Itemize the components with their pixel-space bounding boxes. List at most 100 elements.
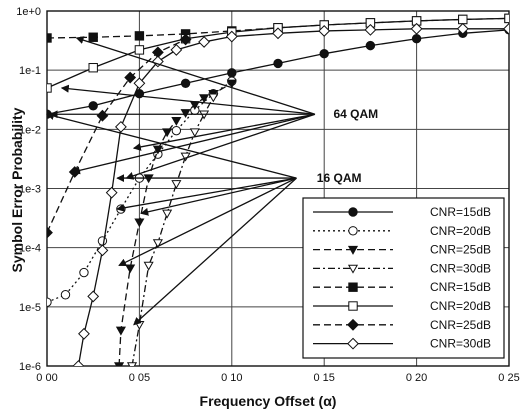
data-point bbox=[208, 93, 219, 103]
series-line bbox=[47, 38, 186, 233]
data-point bbox=[60, 290, 71, 300]
data-point bbox=[88, 32, 98, 42]
data-point bbox=[456, 22, 469, 35]
annotation-arrow bbox=[132, 113, 316, 151]
series-cnr-20db-16-qam bbox=[47, 13, 509, 93]
data-point bbox=[171, 125, 182, 136]
legend-item: CNR=20dB bbox=[313, 299, 491, 313]
data-point bbox=[348, 207, 358, 217]
series bbox=[47, 13, 509, 366]
data-point bbox=[72, 360, 85, 366]
data-point bbox=[458, 14, 468, 25]
x-tick-label: 0 25 bbox=[498, 372, 519, 384]
data-point bbox=[198, 36, 210, 48]
data-point bbox=[189, 128, 200, 138]
data-point bbox=[348, 282, 358, 292]
y-tick-label: 1e-3 bbox=[19, 184, 41, 196]
data-point bbox=[125, 264, 136, 274]
data-point bbox=[226, 79, 237, 89]
legend-item: CNR=15dB bbox=[313, 280, 491, 294]
data-point bbox=[364, 23, 377, 36]
legend-label: CNR=20dB bbox=[430, 299, 491, 313]
x-tick-label: 0 00 bbox=[36, 372, 57, 384]
data-point bbox=[411, 34, 422, 44]
data-point bbox=[96, 109, 109, 122]
data-point bbox=[170, 43, 183, 56]
data-point bbox=[162, 128, 173, 138]
x-axis-label: Frequency Offset (α) bbox=[200, 393, 337, 409]
data-point bbox=[126, 362, 138, 366]
data-point bbox=[47, 226, 53, 239]
data-point bbox=[143, 261, 154, 271]
y-axis-label: Symbol Error Probability bbox=[9, 107, 25, 272]
legend-box bbox=[302, 197, 505, 359]
data-point bbox=[171, 116, 182, 126]
legend-item: CNR=30dB bbox=[313, 337, 491, 351]
data-point bbox=[152, 145, 163, 155]
data-point bbox=[180, 109, 191, 119]
data-point bbox=[88, 101, 98, 111]
legend-label: CNR=25dB bbox=[430, 318, 491, 332]
data-point bbox=[133, 77, 146, 90]
legend-label: CNR=30dB bbox=[430, 337, 491, 351]
annotation-arrow bbox=[46, 112, 297, 179]
series-cnr-25db-64-qam bbox=[114, 79, 237, 366]
y-tick-label: 1e-5 bbox=[19, 302, 41, 314]
data-point bbox=[348, 301, 358, 311]
data-point bbox=[151, 55, 164, 68]
data-point bbox=[115, 120, 127, 133]
legend-label: CNR=15dB bbox=[430, 280, 491, 294]
data-point bbox=[319, 48, 329, 59]
data-point bbox=[105, 186, 118, 199]
data-point bbox=[225, 30, 238, 43]
data-point bbox=[115, 326, 126, 336]
data-point bbox=[87, 290, 100, 303]
legend-label: CNR=25dB bbox=[430, 243, 491, 257]
legend-label: CNR=15dB bbox=[430, 205, 491, 219]
data-point bbox=[134, 218, 145, 228]
data-point bbox=[180, 78, 191, 88]
data-point bbox=[88, 63, 98, 73]
data-point bbox=[47, 297, 52, 307]
series-cnr-30db-16-qam bbox=[72, 22, 509, 366]
data-point bbox=[179, 33, 192, 46]
y-tick-label: 1e-6 bbox=[19, 361, 41, 373]
y-tick-label: 1e+0 bbox=[16, 6, 41, 18]
data-point bbox=[134, 45, 145, 55]
data-point bbox=[347, 337, 359, 350]
data-point bbox=[162, 209, 173, 219]
y-tick-label: 1e-1 bbox=[19, 65, 41, 77]
annotation-arrow bbox=[75, 36, 316, 115]
y-tick-label: 1e-4 bbox=[19, 243, 41, 255]
annotation-arrow bbox=[116, 177, 297, 212]
annotation-64-qam: 64 QAM bbox=[333, 107, 378, 121]
data-point bbox=[273, 58, 283, 69]
plot-frame bbox=[46, 10, 510, 367]
data-point bbox=[199, 94, 210, 104]
data-point bbox=[97, 236, 108, 246]
x-tick-label: 0 15 bbox=[313, 372, 334, 384]
data-point bbox=[47, 33, 52, 43]
data-point bbox=[348, 226, 358, 236]
data-point bbox=[47, 83, 52, 93]
legend-item: CNR=15dB bbox=[313, 205, 491, 219]
data-point bbox=[272, 27, 284, 40]
data-point bbox=[318, 25, 331, 37]
data-point bbox=[227, 68, 237, 78]
annotation-16-qam: 16 QAM bbox=[317, 171, 362, 185]
legend-label: CNR=30dB bbox=[430, 261, 491, 275]
axes: 0 00 0 05 0 10 0 15 0 20 0 25 1e-6 1e-5 1e-4 1e-3… bbox=[16, 6, 519, 384]
x-tick-label: 0 20 bbox=[406, 372, 427, 384]
data-point bbox=[171, 180, 182, 190]
legend: CNR=15dB CNR=20dB CNR=25dB CNR=30dB CNR=15dB… bbox=[302, 197, 505, 359]
data-point bbox=[78, 327, 90, 340]
x-tick-label: 0 10 bbox=[221, 372, 242, 384]
series-line bbox=[47, 29, 509, 115]
annotation-arrow bbox=[118, 177, 297, 267]
legend-item: CNR=25dB bbox=[313, 243, 491, 257]
legend-label: CNR=20dB bbox=[430, 224, 491, 238]
data-point bbox=[410, 22, 423, 35]
annotation-arrow bbox=[133, 177, 297, 326]
y-tick-label: 1e-2 bbox=[19, 124, 41, 136]
